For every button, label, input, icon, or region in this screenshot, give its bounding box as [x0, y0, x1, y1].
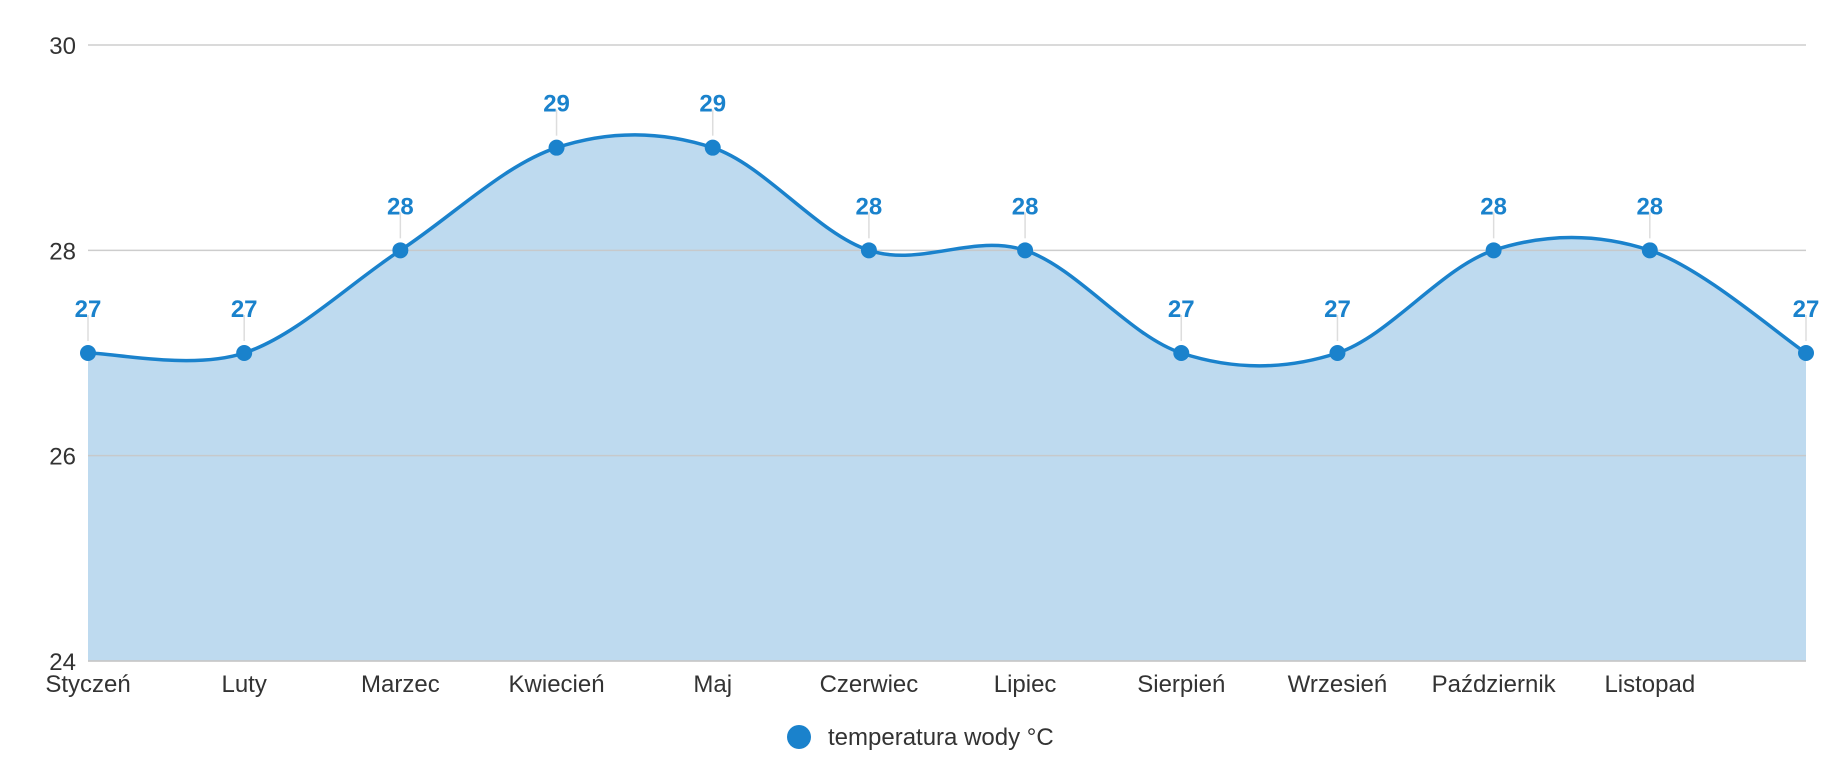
- y-tick-label: 26: [49, 444, 76, 471]
- data-point-Listopad: [1641, 242, 1658, 259]
- legend-marker: [787, 725, 811, 749]
- legend-label: temperatura wody °C: [828, 724, 1054, 751]
- x-tick-label: Sierpień: [1137, 671, 1225, 698]
- x-tick-label: Styczeń: [45, 671, 130, 698]
- data-label: 28: [856, 193, 883, 220]
- data-point-Wrzesień: [1329, 345, 1346, 361]
- x-tick-label: Październik: [1432, 671, 1557, 698]
- data-label: 27: [75, 296, 102, 323]
- data-point-Marzec: [392, 242, 409, 259]
- x-tick-label: Maj: [693, 671, 732, 698]
- x-tick-label: Luty: [221, 671, 266, 698]
- x-tick-label: Listopad: [1604, 671, 1695, 698]
- data-point-Styczeń: [80, 345, 96, 361]
- data-point-Czerwiec: [860, 242, 877, 259]
- x-tick-label: Lipiec: [994, 671, 1057, 698]
- data-label: 28: [387, 193, 414, 220]
- series-line: [87, 133, 1807, 368]
- y-tick-label: 30: [49, 33, 76, 60]
- data-point-Kwiecień: [548, 139, 565, 156]
- y-tick-label: 24: [49, 649, 76, 676]
- x-tick-label: Kwiecień: [509, 671, 605, 698]
- x-tick-label: Czerwiec: [820, 671, 919, 698]
- data-label: 27: [1168, 296, 1195, 323]
- data-point-Lipiec: [1017, 242, 1034, 259]
- data-point-Maj: [704, 139, 721, 156]
- area-fill: [88, 134, 1806, 661]
- data-label: 28: [1636, 193, 1663, 220]
- data-label: 29: [543, 91, 570, 118]
- data-point-Luty: [236, 345, 253, 361]
- data-point-Październik: [1485, 242, 1502, 259]
- data-point-Grudzień: [1798, 345, 1814, 361]
- x-tick-label: Marzec: [361, 671, 440, 698]
- data-label: 27: [231, 296, 258, 323]
- x-tick-label: Wrzesień: [1288, 671, 1388, 698]
- data-label: 28: [1480, 193, 1507, 220]
- data-point-Sierpień: [1173, 345, 1190, 361]
- data-label: 29: [699, 91, 726, 118]
- data-label: 27: [1793, 296, 1820, 323]
- data-label: 28: [1012, 193, 1039, 220]
- data-label: 27: [1324, 296, 1351, 323]
- y-tick-label: 28: [49, 238, 76, 265]
